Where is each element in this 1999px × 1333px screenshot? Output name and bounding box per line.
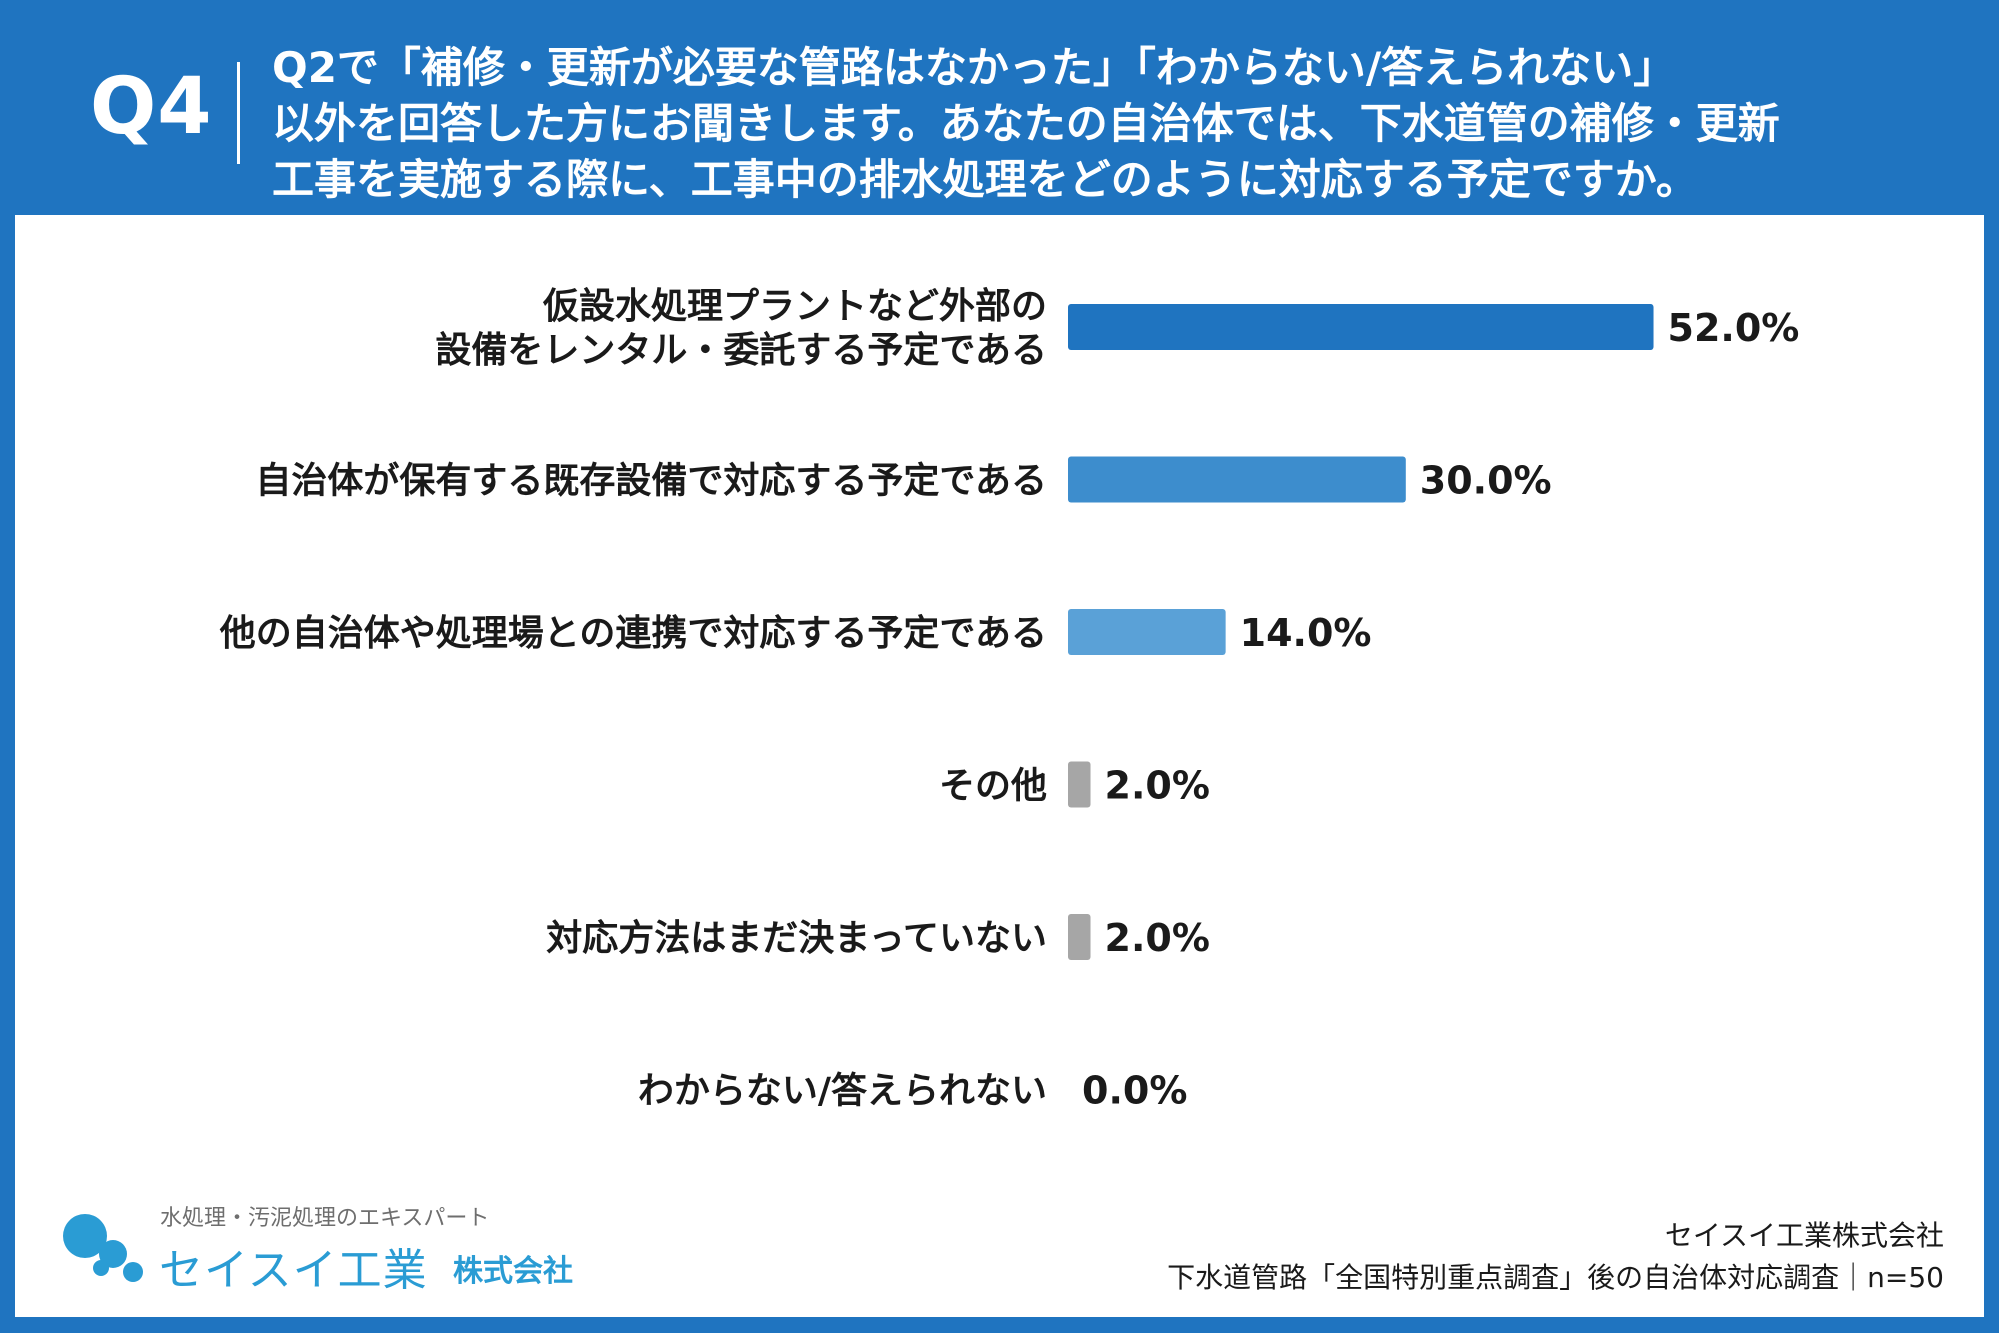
source-note: セイスイ工業株式会社 下水道管路「全国特別重点調査」後の自治体対応調査｜n=50 [1167, 1215, 1944, 1299]
header-divider [237, 62, 240, 164]
question-number: Q4 [90, 62, 213, 152]
water-drops-logo-icon [63, 1214, 143, 1282]
source-survey: 下水道管路「全国特別重点調査」後の自治体対応調査｜n=50 [1167, 1261, 1944, 1294]
question-line: 工事を実施する際に、工事中の排水処理をどのように対応する予定ですか。 [272, 155, 1698, 204]
bar [1068, 304, 1654, 350]
question-line: Q2で「補修・更新が必要な管路はなかった」「わからない/答えられない」 [272, 43, 1676, 92]
category-label: 自治体が保有する既存設備で対応する予定である [255, 461, 1047, 502]
value-label: 2.0% [1105, 764, 1210, 808]
company-logo: 水処理・汚泥処理のエキスパート セイスイ工業 株式会社 [55, 1200, 615, 1300]
chart-panel: 仮設水処理プラントなど外部の 設備をレンタル・委託する予定である 52.0% 自治体が… [15, 215, 1984, 1317]
bar [1068, 761, 1091, 808]
question-line: 以外を回答した方にお聞きします。あなたの自治体では、下水道管の補修・更新 [272, 99, 1780, 148]
logo-suffix: 株式会社 [453, 1254, 573, 1289]
logo-name: セイスイ工業 [159, 1245, 428, 1296]
bar [1068, 456, 1406, 503]
value-label: 0.0% [1082, 1069, 1187, 1113]
category-label: 他の自治体や処理場との連携で対応する予定である [219, 613, 1047, 654]
question-text: Q2で「補修・更新が必要な管路はなかった」「わからない/答えられない」 以外を回… [272, 40, 1912, 208]
category-label: 設備をレンタル・委託する予定である [435, 330, 1047, 371]
logo-tagline: 水処理・汚泥処理のエキスパート [160, 1206, 490, 1231]
category-label: 対応方法はまだ決まっていない [546, 918, 1047, 959]
category-label: その他 [939, 766, 1047, 807]
value-label: 2.0% [1105, 916, 1210, 960]
value-label: 14.0% [1240, 611, 1372, 655]
bar [1068, 609, 1226, 655]
category-label: 仮設水処理プラントなど外部の [542, 286, 1047, 327]
question-header: Q4 Q2で「補修・更新が必要な管路はなかった」「わからない/答えられない」 以… [0, 0, 1999, 215]
category-label: わからない/答えられない [638, 1071, 1047, 1112]
source-company: セイスイ工業株式会社 [1664, 1219, 1944, 1252]
value-label: 52.0% [1668, 306, 1800, 350]
value-label: 30.0% [1420, 459, 1552, 503]
bar [1068, 914, 1091, 960]
